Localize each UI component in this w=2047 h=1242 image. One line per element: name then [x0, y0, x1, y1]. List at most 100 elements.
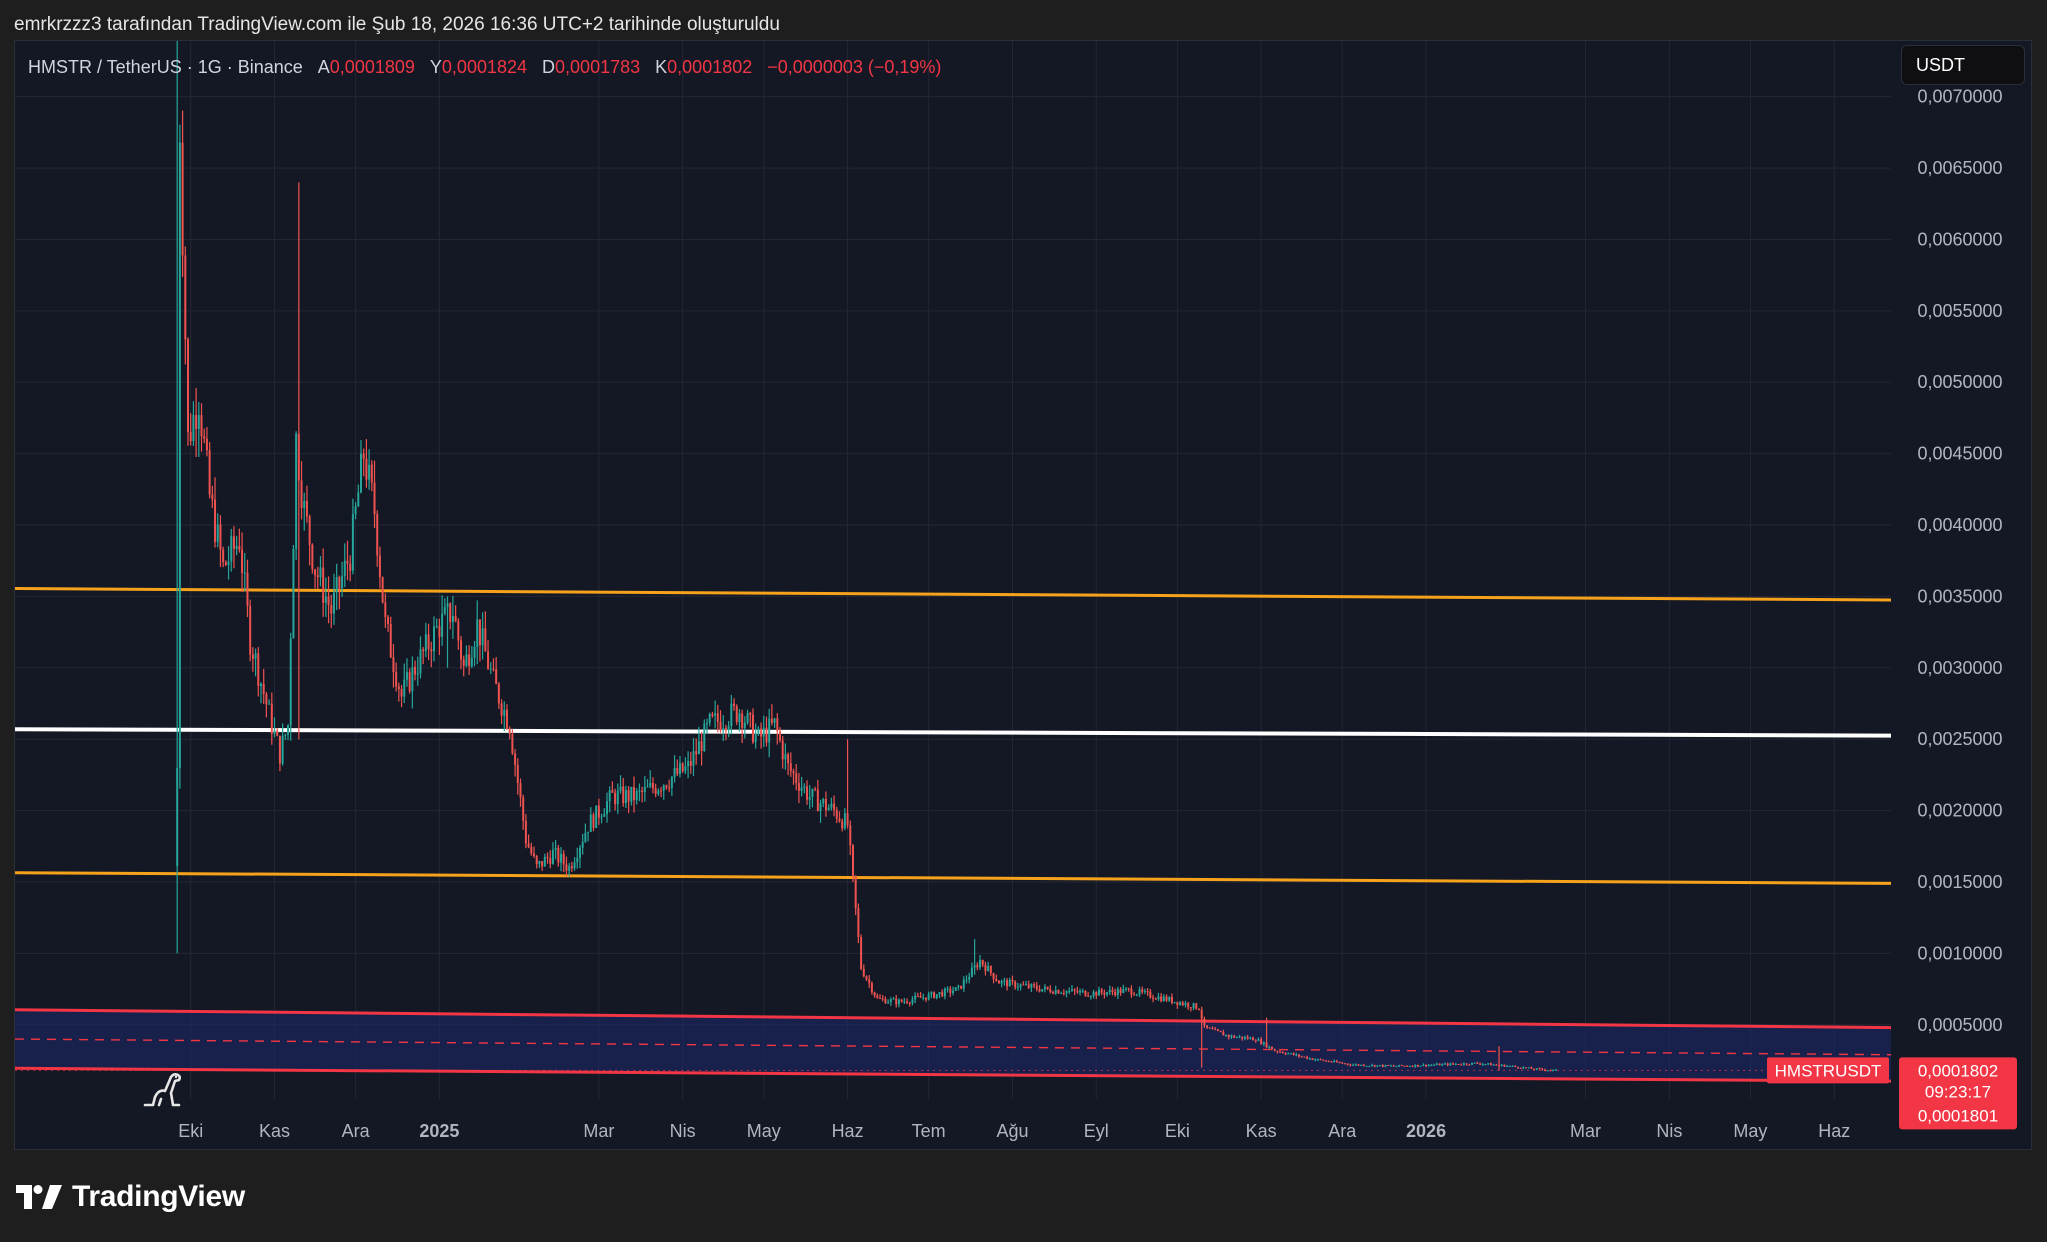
candle-body-up	[605, 801, 608, 815]
candle-body-up	[738, 713, 741, 723]
x-tick-label: May	[1733, 1121, 1767, 1141]
candle-body-down	[1160, 996, 1163, 1002]
candle-body-down	[633, 786, 636, 801]
candle-body-down	[1519, 1067, 1522, 1069]
candle-body-down	[238, 545, 241, 550]
candle-body-down	[1538, 1068, 1541, 1070]
candle-body-down	[1425, 1064, 1428, 1067]
axes: 0,0005000 0,0010000 0,0015000 0,0020000 0,00…	[178, 87, 2002, 1141]
candle-body-down	[1346, 1063, 1349, 1065]
candle-body-up	[560, 853, 563, 863]
candle-body-down	[806, 786, 809, 800]
candle-body-down	[362, 453, 365, 459]
candle-body-down	[1222, 1032, 1225, 1036]
candle-body-down	[1200, 1009, 1203, 1019]
candle-body-up	[1435, 1063, 1438, 1065]
candle-body-up	[538, 861, 541, 865]
symbol-tag-bg	[1767, 1057, 1889, 1084]
red-channel-top-line	[15, 1008, 1892, 1030]
candle-body-down	[816, 789, 819, 812]
candle-body-down	[1349, 1064, 1352, 1066]
candle-body-down	[916, 995, 919, 997]
candle-body-up	[1016, 986, 1019, 988]
candle-body-down	[1279, 1051, 1282, 1053]
candle-body-down	[1416, 1064, 1419, 1067]
candle-body-down	[276, 730, 279, 736]
candle-body-up	[1492, 1064, 1495, 1066]
candle-body-down	[876, 995, 879, 998]
candle-body-up	[1333, 1060, 1336, 1062]
dinosaur-icon	[143, 1073, 182, 1107]
candle-body-down	[941, 992, 944, 997]
candle-body-down	[400, 688, 403, 697]
candle-body-down	[251, 654, 254, 659]
candle-body-down	[484, 628, 487, 652]
candle-body-up	[473, 646, 476, 658]
candle-body-up	[584, 832, 587, 842]
tradingview-logo-icon	[16, 1185, 62, 1209]
candle-body-up	[576, 857, 579, 863]
candle-body-down	[208, 450, 211, 495]
candle-body-up	[803, 786, 806, 788]
candle-body-up	[1173, 1001, 1176, 1003]
candle-body-down	[949, 988, 952, 993]
candle-body-up	[1487, 1063, 1490, 1065]
candle-body-down	[695, 751, 698, 755]
white-line	[15, 727, 1892, 738]
price-badges: HMSTRUSDT 0,0001802 09:23:17 0,0001801	[1767, 1057, 2017, 1130]
candle-body-up	[643, 786, 646, 793]
candle-body-down	[522, 797, 525, 821]
candle-body-up	[811, 788, 814, 797]
candle-body-up	[589, 814, 592, 832]
candle-body-up	[1481, 1064, 1484, 1066]
candle-body-up	[943, 988, 946, 997]
candle-body-up	[1314, 1059, 1317, 1061]
candle-body-down	[562, 853, 565, 865]
candle-body-down	[1035, 985, 1038, 990]
candle-body-down	[1133, 994, 1136, 996]
candle-body-down	[222, 549, 225, 563]
candle-body-up	[1511, 1065, 1514, 1067]
candle-body-down	[495, 669, 498, 685]
candle-body-down	[724, 728, 727, 731]
y-tick-label: 0,0030000	[1917, 658, 2002, 678]
candle-body-up	[192, 415, 195, 442]
candle-body-up	[800, 787, 803, 791]
candle-body-down	[1306, 1056, 1309, 1059]
candle-body-up	[259, 683, 262, 687]
candle-body-up	[1106, 992, 1109, 995]
candle-body-down	[524, 820, 527, 844]
candle-body-down	[1311, 1058, 1314, 1060]
candle-body-down	[860, 937, 863, 969]
candle-body-down	[833, 803, 836, 810]
candle-body-down	[1203, 1018, 1206, 1026]
candle-body-down	[862, 968, 865, 977]
candle-body-up	[638, 790, 641, 792]
tradingview-logo[interactable]: TradingView	[16, 1180, 245, 1214]
candle-body-down	[760, 728, 763, 737]
candle-body-down	[546, 856, 549, 859]
candle-body-down	[392, 657, 395, 673]
y-tick-label: 0,0070000	[1917, 87, 2002, 107]
red-channel-mid-line	[15, 1038, 1892, 1056]
currency-button[interactable]: USDT	[1901, 45, 2025, 85]
candle-body-up	[441, 613, 444, 637]
ohlc-legend: HMSTR / TetherUS · 1G · Binance A0,00018…	[28, 57, 941, 78]
price-chart[interactable]: 0,0005000 0,0010000 0,0015000 0,0020000 0,00…	[15, 41, 2032, 1150]
candle-body-down	[1087, 995, 1090, 997]
candle-body-down	[349, 563, 352, 571]
candle-body-down	[1022, 984, 1025, 986]
candle-body-up	[446, 603, 449, 608]
candle-body-down	[919, 996, 922, 998]
candle-body-up	[1384, 1064, 1387, 1067]
candle-body-up	[1238, 1036, 1241, 1038]
candle-body-down	[989, 966, 992, 974]
candle-body-down	[995, 979, 998, 981]
candle-body-down	[735, 706, 738, 723]
candle-body-down	[614, 792, 617, 805]
chart-frame[interactable]: 0,0005000 0,0010000 0,0015000 0,0020000 0,00…	[14, 40, 2032, 1150]
candle-body-up	[1295, 1054, 1298, 1056]
symbol-label[interactable]: HMSTR / TetherUS · 1G · Binance	[28, 57, 303, 77]
candle-body-up	[1449, 1063, 1452, 1066]
candle-body-up	[1192, 1003, 1195, 1009]
